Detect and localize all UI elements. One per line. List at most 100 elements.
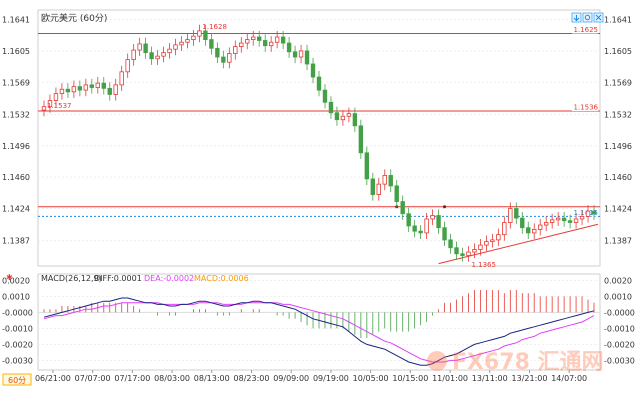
candle-body xyxy=(573,218,579,223)
candle-body xyxy=(310,63,316,78)
price-tick-left: 1.1424 xyxy=(2,205,30,214)
macd-value-label: MACD:0.0006 xyxy=(194,274,249,283)
candle-body xyxy=(567,220,573,223)
candle-body xyxy=(526,227,531,234)
price-tick-right: 1.1496 xyxy=(604,142,632,151)
price-tick-right: 1.1605 xyxy=(604,47,632,56)
candle-body xyxy=(149,52,154,60)
candle-body xyxy=(173,44,178,50)
candle-body xyxy=(179,41,184,46)
candle-body xyxy=(543,222,549,226)
candle-body xyxy=(454,247,459,255)
time-tick-label: 14/07:00 xyxy=(551,374,587,383)
candle-body xyxy=(532,229,537,234)
candle-body xyxy=(340,115,346,121)
time-tick-label: 13/21:00 xyxy=(512,374,548,383)
diff-line xyxy=(43,297,595,366)
candle-body xyxy=(197,30,202,37)
candle-body xyxy=(71,86,77,93)
price-tick-left: 1.1496 xyxy=(2,142,30,151)
price-tick-left: 1.1569 xyxy=(2,78,30,87)
macd-legend-icon: ✱ xyxy=(6,273,13,282)
macd-axis: 0.0020 0.0020 0.0010 0.0010 -0.0000 -0.0000 -0… xyxy=(2,276,635,365)
macd-tick-right: -0.0020 xyxy=(604,340,635,349)
time-tick-label: 07/17:00 xyxy=(114,374,150,383)
price-tick-right: 1.1532 xyxy=(604,110,632,119)
settings-icon[interactable] xyxy=(582,12,593,23)
candle-body xyxy=(280,36,286,44)
trendline xyxy=(438,223,599,265)
candle-body xyxy=(89,84,95,88)
candle-body xyxy=(436,215,441,229)
close-icon[interactable] xyxy=(593,12,604,23)
macd-tick-right: 0.0020 xyxy=(604,276,632,285)
time-tick-label: 10/05:00 xyxy=(353,374,389,383)
candle-body xyxy=(257,36,262,41)
macd-params-label: MACD(26,12,9) xyxy=(41,274,102,283)
macd-legend: ✱ MACD(26,12,9) DIFF:0.0001 DEA:-0.0002 … xyxy=(6,273,249,283)
time-tick-label: 10/15:00 xyxy=(392,374,428,383)
candle-body xyxy=(125,59,130,73)
price-annotations: 1.1628 1.1537 1.1365 xyxy=(47,23,496,269)
watermark-flame-icon xyxy=(427,351,447,371)
candle-body xyxy=(484,241,489,246)
macd-tick-left: 0.0010 xyxy=(2,292,30,301)
price-tick-left: 1.1641 xyxy=(2,16,30,25)
macd-tick-right: -0.0030 xyxy=(604,356,635,365)
candle-body xyxy=(472,249,477,253)
candle-body xyxy=(221,56,226,63)
candle-body xyxy=(591,210,597,215)
candle-body xyxy=(268,41,274,47)
candle-body xyxy=(245,39,250,44)
candle-body xyxy=(83,84,89,91)
macd-tick-left: -0.0000 xyxy=(2,308,33,317)
candle-body xyxy=(274,36,280,43)
macd-diff-label: DIFF:0.0001 xyxy=(94,274,142,283)
candle-body xyxy=(131,49,136,61)
candle-body xyxy=(376,183,381,195)
candle-body xyxy=(119,71,124,86)
candle-body xyxy=(107,87,112,95)
candle-body xyxy=(442,227,447,241)
candle-body xyxy=(555,217,561,221)
level-tag: 1.1625 xyxy=(574,26,599,34)
period-button[interactable]: 60分 xyxy=(2,373,32,386)
candle-body xyxy=(520,217,525,229)
macd-tick-left: -0.0010 xyxy=(2,324,33,333)
candle-body xyxy=(322,89,328,103)
candle-body xyxy=(155,55,160,60)
time-tick-label: 08/03:00 xyxy=(154,374,190,383)
price-annotation: 1.1537 xyxy=(47,102,71,110)
time-axis: 06/21:00 07/07:00 07/17:00 08/03:00 08/13:00… xyxy=(35,370,587,383)
level-tag-bg xyxy=(572,25,598,34)
candle-body xyxy=(352,113,358,127)
macd-tick-right: 0.0010 xyxy=(604,292,632,301)
candle-body xyxy=(424,218,429,234)
price-tick-left: 1.1387 xyxy=(2,237,30,246)
candle-body xyxy=(101,82,106,89)
candle-body xyxy=(41,106,47,111)
candle-body xyxy=(406,213,411,227)
candle-body xyxy=(251,36,256,41)
candle-body xyxy=(502,222,507,236)
candle-body xyxy=(262,40,268,47)
watermark-logo: FX678 汇通网 xyxy=(427,350,604,375)
candle-body xyxy=(328,101,334,114)
candle-body xyxy=(579,215,585,220)
candle-body xyxy=(388,175,393,187)
candle-body xyxy=(316,76,322,91)
candle-body xyxy=(466,251,471,256)
candle-body xyxy=(400,201,405,215)
macd-tick-left: -0.0030 xyxy=(2,356,33,365)
candle-body xyxy=(191,35,196,41)
candle-body xyxy=(185,39,190,43)
chart-title: 欧元美元 (60分) xyxy=(41,12,107,24)
candle-body xyxy=(95,82,100,88)
candle-body xyxy=(167,48,172,54)
download-icon[interactable] xyxy=(571,12,582,23)
candle-body xyxy=(478,244,483,250)
line-anchor-point xyxy=(443,205,447,209)
price-tick-right: 1.1424 xyxy=(604,205,632,214)
